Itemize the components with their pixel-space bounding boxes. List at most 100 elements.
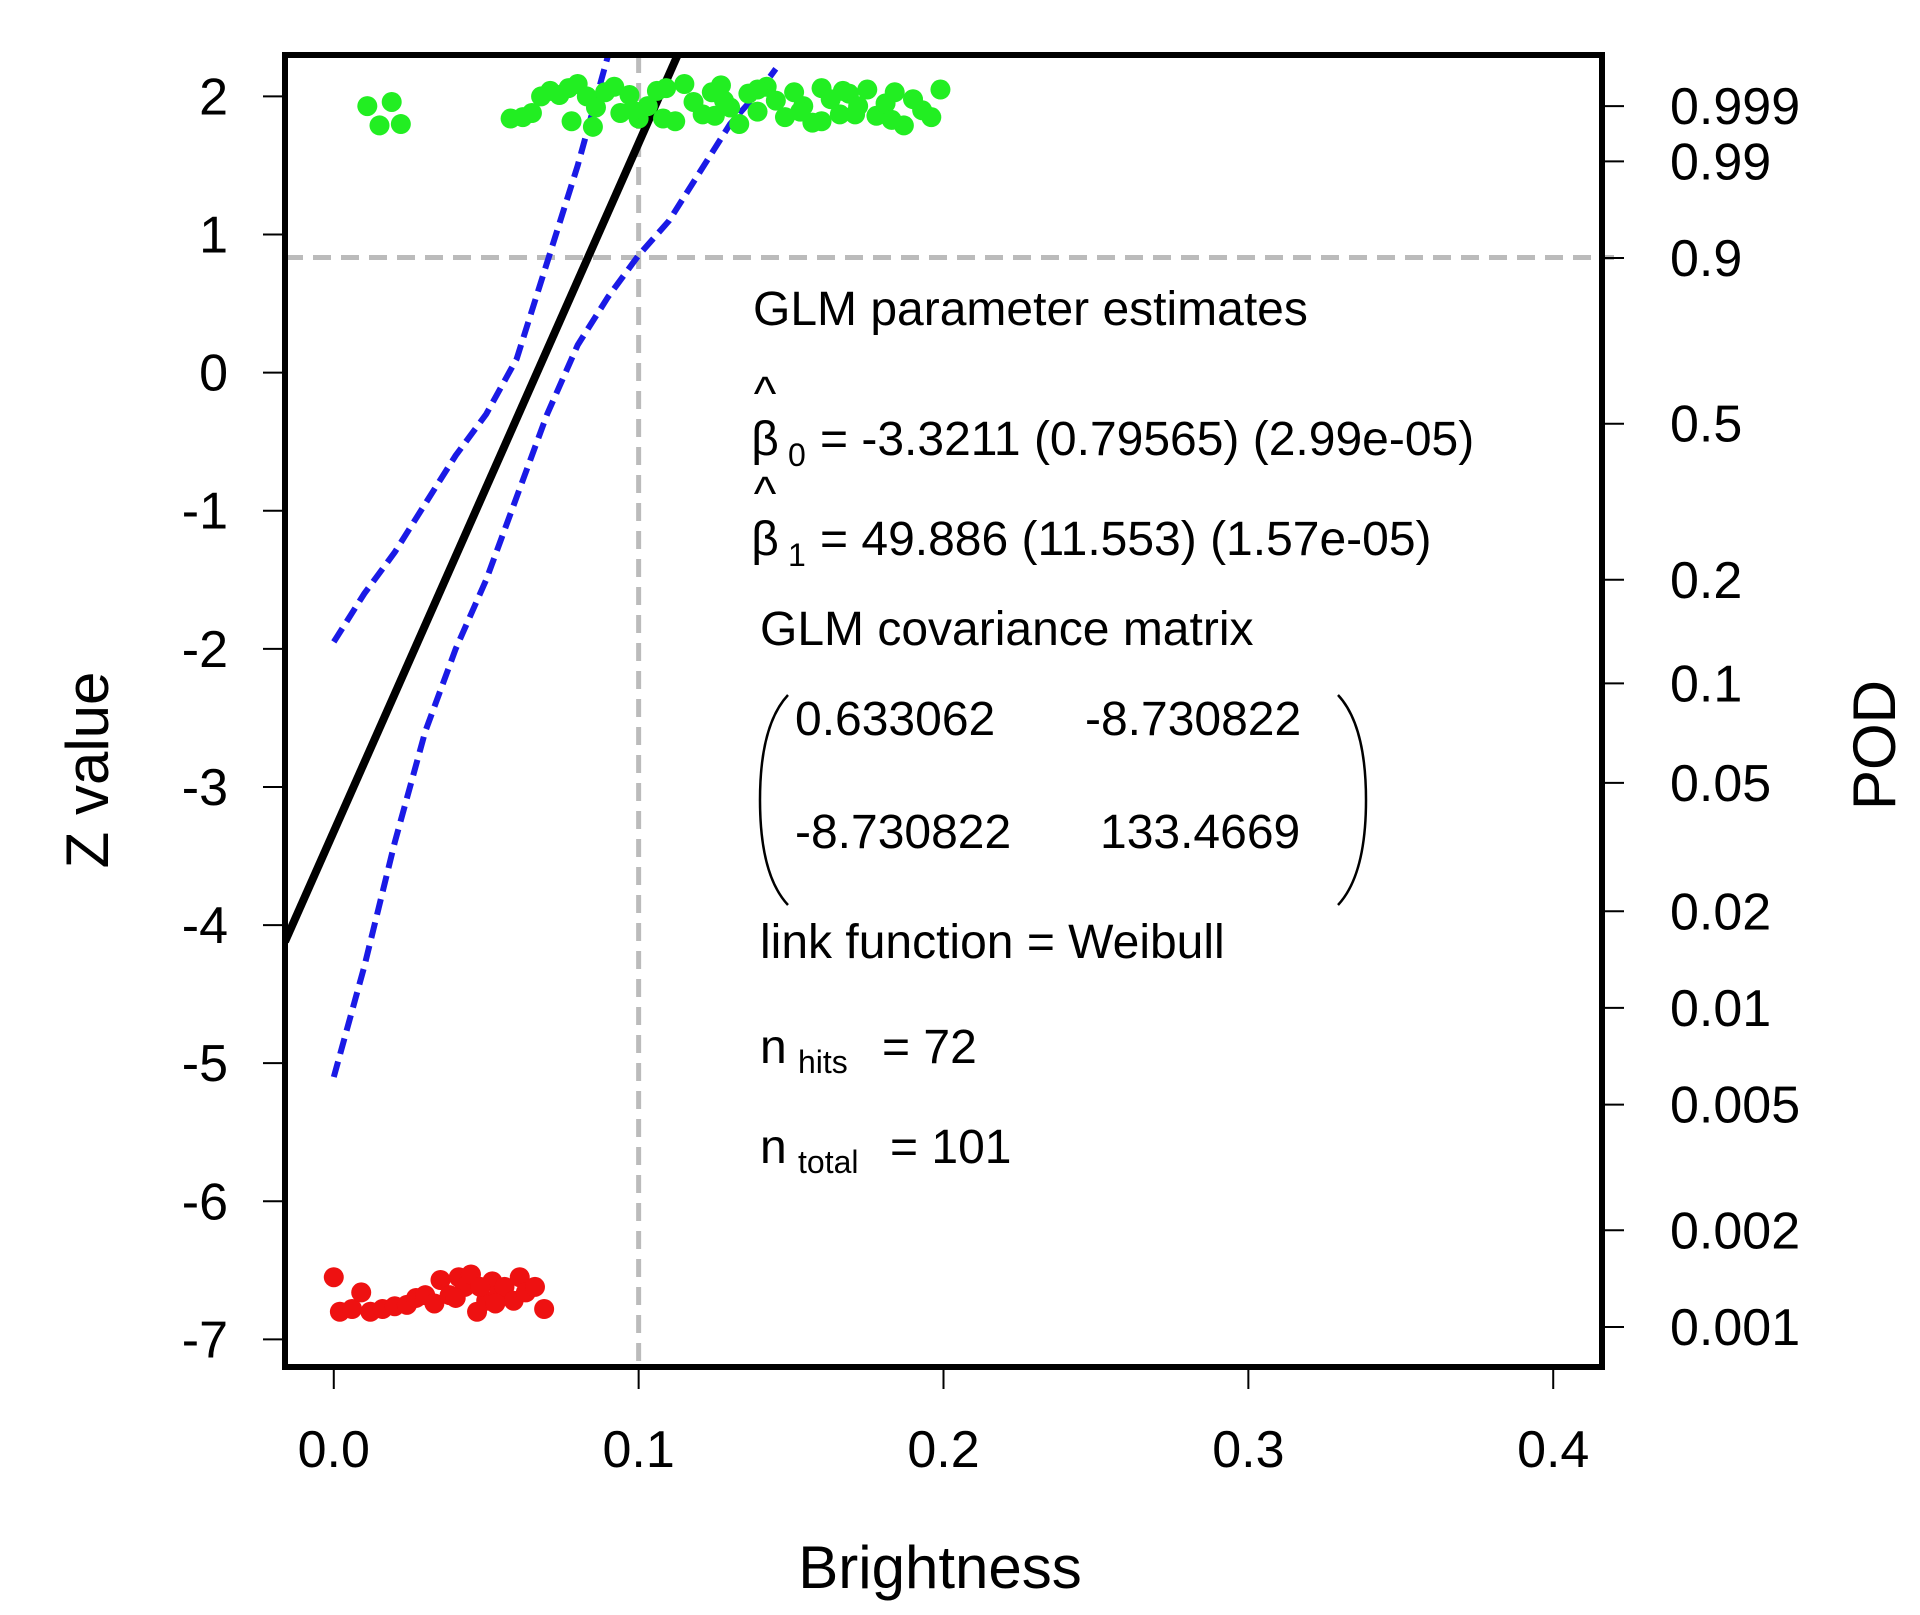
hits-point [582,116,603,137]
hits-point [811,111,832,132]
y-tick-label: -7 [182,1311,228,1369]
beta0-value: = -3.3211 (0.79565) (2.99e-05) [820,413,1474,466]
beta1-value: = 49.886 (11.553) (1.57e-05) [820,513,1432,566]
beta1-symbol: β [751,513,779,566]
cov-cell-11: 133.4669 [1100,806,1300,859]
hits-point [747,101,768,122]
x-tick-label: 0.3 [1212,1421,1284,1479]
hits-point [710,75,731,96]
hits-point [857,79,878,100]
fit-line [285,55,682,944]
y-tick-label: -3 [182,759,228,817]
hits-point [357,96,378,117]
y-tick-label: -4 [182,897,228,955]
hits-point [653,108,674,129]
misses-point [509,1267,530,1288]
cov-cell-10: -8.730822 [795,806,1011,859]
misses-point [485,1293,506,1314]
hits-point [656,78,677,99]
glm-annotation: GLM parameter estimates ^ β 0 = -3.3211 … [751,283,1474,1180]
n-hits-value: = 72 [882,1021,977,1074]
matrix-right-paren [1337,694,1368,906]
n-hits-subscript: hits [798,1044,848,1080]
covariance-matrix: 0.633062 -8.730822 -8.730822 133.4669 [758,693,1368,906]
hits-point [921,107,942,128]
x-tick-label: 0.0 [298,1421,370,1479]
pod-tick-label: 0.005 [1670,1077,1800,1135]
hits-point [832,80,853,101]
covariance-heading: GLM covariance matrix [760,603,1253,656]
hits-point [747,79,768,100]
hits-point [881,109,902,130]
hits-point [765,90,786,111]
series-misses [323,1264,555,1322]
glm-heading: GLM parameter estimates [753,283,1308,336]
n-total-base: n [760,1121,787,1174]
hits-point [704,105,725,126]
hits-point [729,114,750,135]
confidence-bound-upper [331,55,612,644]
confidence-bound-lower [330,67,779,1078]
x-tick-label: 0.4 [1517,1421,1589,1479]
hits-point [521,103,542,124]
misses-point [342,1298,363,1319]
link-function: link function = Weibull [760,916,1225,969]
beta1-hat: ^ [754,468,777,521]
x-axis: 0.0 0.1 0.2 0.3 0.4 [298,1370,1589,1479]
pod-tick-label: 0.9 [1670,230,1742,288]
beta0-estimate: ^ β 0 = -3.3211 (0.79565) (2.99e-05) [751,368,1474,473]
misses-point [351,1282,372,1303]
beta0-hat: ^ [754,368,777,421]
pod-tick-label: 0.99 [1670,133,1771,191]
n-hits: n hits = 72 [760,1021,977,1080]
hits-point [561,111,582,132]
misses-point [424,1293,445,1314]
cov-cell-01: -8.730822 [1085,693,1301,746]
pod-tick-label: 0.2 [1670,552,1742,610]
hits-point [829,104,850,125]
matrix-left-paren [758,694,789,906]
pod-tick-label: 0.1 [1670,655,1742,713]
y-tick-label: 1 [199,207,228,265]
x-tick-label: 0.1 [602,1421,674,1479]
y-tick-label: -5 [182,1035,228,1093]
hits-point [390,114,411,135]
x-axis-title: Brightness [798,1534,1081,1601]
pod-tick-label: 0.999 [1670,78,1800,136]
confidence-bounds [330,55,779,1078]
y-axis: 2 1 0 -1 -2 -3 -4 -5 -6 -7 [182,68,282,1369]
beta1-estimate: ^ β 1 = 49.886 (11.553) (1.57e-05) [751,468,1431,573]
reference-lines [285,55,1614,1367]
hits-point [637,96,658,117]
beta1-subscript: 1 [788,537,806,573]
hits-point [381,91,402,112]
hits-point [622,100,643,121]
hits-point [619,85,640,106]
misses-point [524,1276,545,1297]
pod-tick-label: 0.002 [1670,1202,1800,1260]
n-total-value: = 101 [890,1121,1011,1174]
hits-point [714,90,734,111]
hits-point [884,82,905,103]
hits-point [845,104,866,125]
series-hits [357,74,951,137]
beta0-symbol: β [751,413,779,466]
pod-tick-label: 0.02 [1670,883,1771,941]
y-tick-label: -2 [182,621,228,679]
hits-point [369,115,390,136]
hits-point [604,76,625,97]
n-hits-base: n [760,1021,787,1074]
pod-tick-label: 0.001 [1670,1299,1800,1357]
hits-point [674,74,695,95]
plot-frame [282,52,1605,1370]
pod-tick-label: 0.01 [1670,980,1771,1038]
x-tick-label: 0.2 [907,1421,979,1479]
y-tick-label: -6 [182,1173,228,1231]
beta0-subscript: 0 [788,437,806,473]
misses-point [470,1276,491,1297]
hits-point [774,107,795,128]
data-points [323,74,951,1322]
hits-point [585,97,606,118]
